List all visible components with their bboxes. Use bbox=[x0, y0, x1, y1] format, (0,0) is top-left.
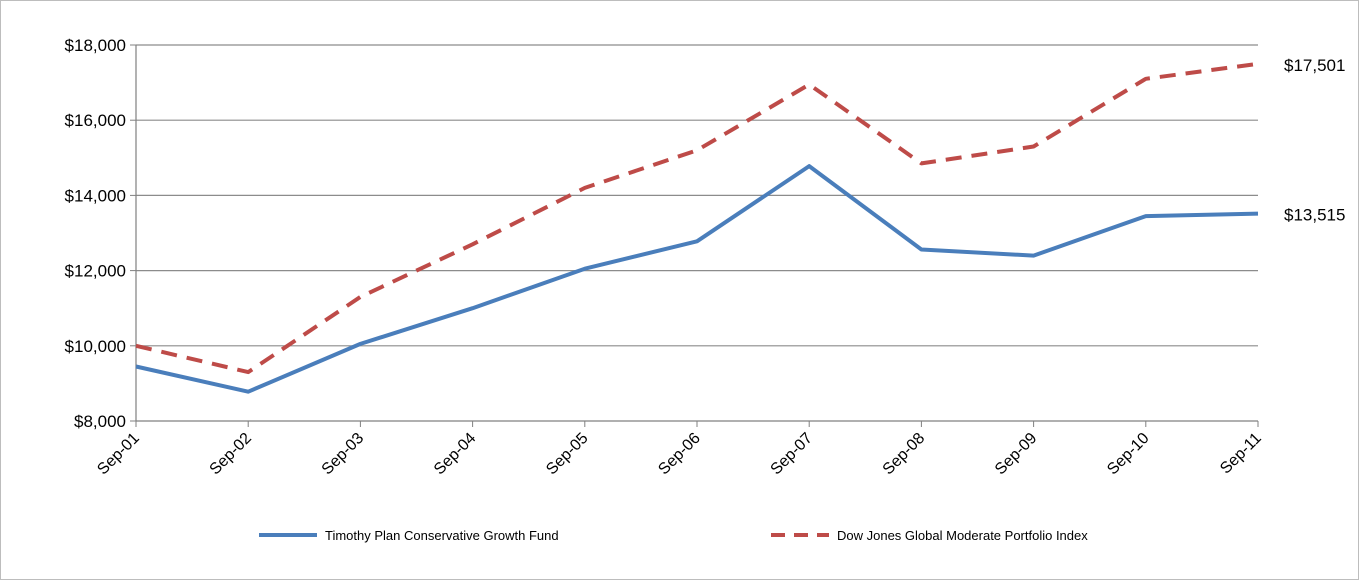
x-tick-label: Sep-08 bbox=[880, 430, 929, 479]
y-tick-label: $18,000 bbox=[65, 36, 126, 55]
axes bbox=[136, 45, 1258, 421]
series-line-2 bbox=[136, 64, 1258, 372]
x-tick-label: Sep-11 bbox=[1217, 430, 1265, 478]
x-axis-ticks: Sep-01 Sep-02 Sep-03 Sep-04 Sep-05 Sep-06 Sep-… bbox=[94, 421, 1265, 478]
x-tick-label: Sep-05 bbox=[543, 430, 592, 479]
legend: Timothy Plan Conservative Growth Fund Dow… bbox=[259, 528, 1088, 543]
x-tick-label: Sep-01 bbox=[94, 430, 143, 479]
end-labels: $13,515 $17,501 bbox=[1284, 56, 1345, 225]
x-tick-label: Sep-10 bbox=[1104, 430, 1153, 479]
x-tick-label: Sep-04 bbox=[431, 430, 480, 479]
x-tick-label: Sep-07 bbox=[768, 430, 817, 479]
y-tick-label: $14,000 bbox=[65, 186, 126, 205]
end-value-label: $13,515 bbox=[1284, 206, 1345, 225]
x-tick-label: Sep-03 bbox=[319, 430, 368, 479]
y-tick-label: $8,000 bbox=[74, 412, 126, 431]
legend-label: Dow Jones Global Moderate Portfolio Inde… bbox=[837, 528, 1088, 543]
series-line-1 bbox=[136, 166, 1258, 392]
y-tick-label: $16,000 bbox=[65, 111, 126, 130]
legend-label: Timothy Plan Conservative Growth Fund bbox=[325, 528, 559, 543]
y-tick-label: $12,000 bbox=[65, 262, 126, 281]
x-tick-label: Sep-02 bbox=[207, 430, 256, 479]
x-tick-label: Sep-06 bbox=[655, 430, 704, 479]
end-value-label: $17,501 bbox=[1284, 56, 1345, 75]
y-tick-label: $10,000 bbox=[65, 337, 126, 356]
x-tick-label: Sep-09 bbox=[992, 430, 1041, 479]
y-axis-ticks: $8,000 $10,000 $12,000 $14,000 $16,000 $18,00… bbox=[65, 36, 136, 431]
gridlines bbox=[136, 45, 1258, 346]
series-lines bbox=[136, 64, 1258, 392]
